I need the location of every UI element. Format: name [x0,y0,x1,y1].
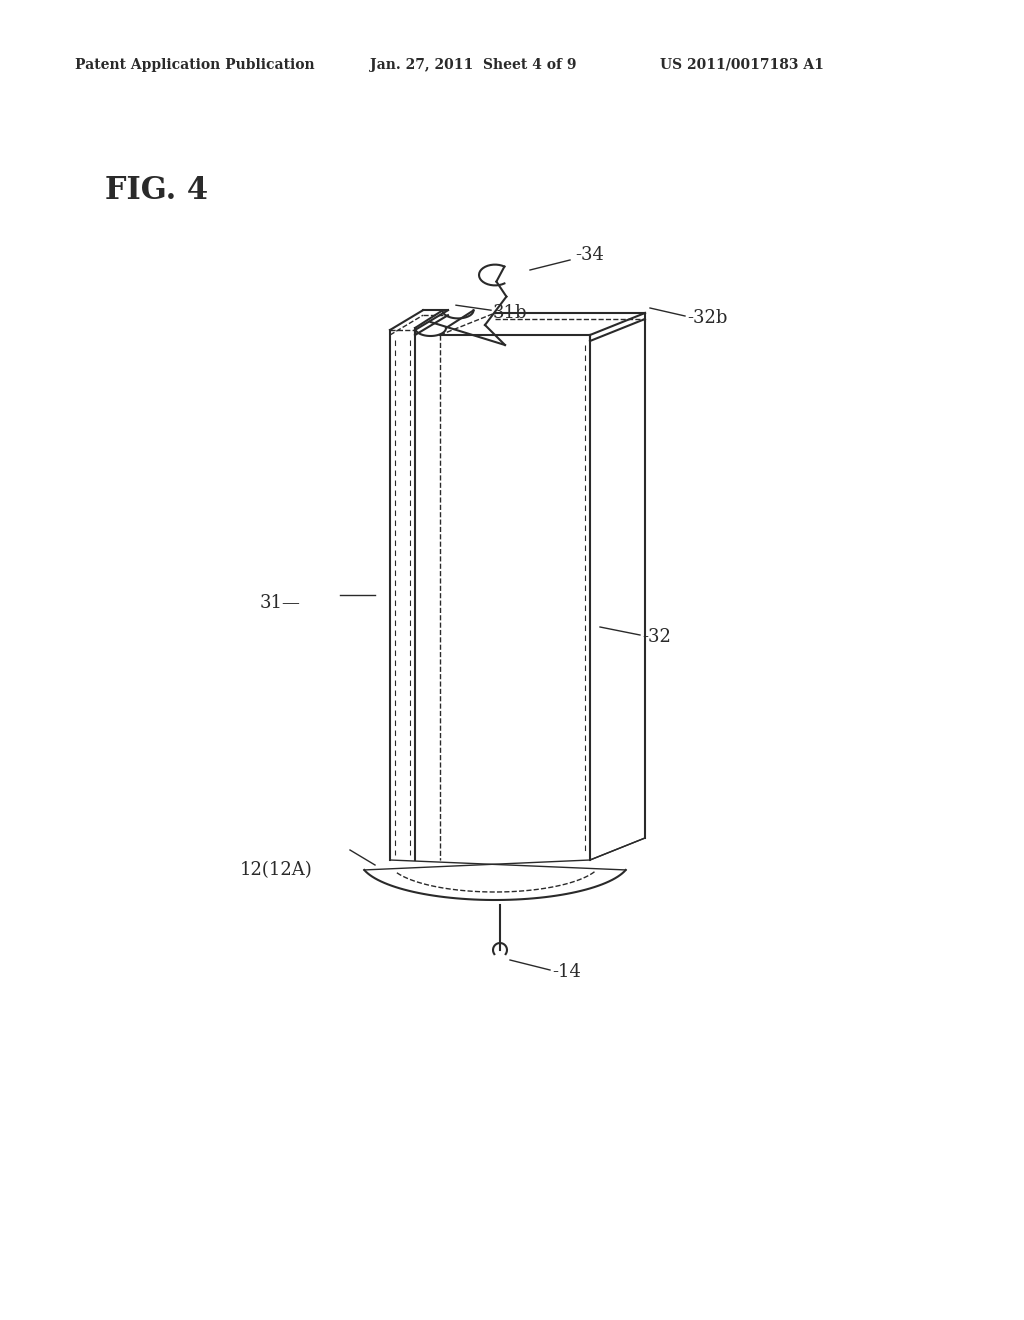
Text: -32: -32 [642,628,671,645]
Text: -32b: -32b [687,309,727,327]
Text: US 2011/0017183 A1: US 2011/0017183 A1 [660,58,824,73]
Text: Jan. 27, 2011  Sheet 4 of 9: Jan. 27, 2011 Sheet 4 of 9 [370,58,577,73]
Text: 12(12A): 12(12A) [240,861,312,879]
Text: -14: -14 [552,964,581,981]
Text: Patent Application Publication: Patent Application Publication [75,58,314,73]
Text: FIG. 4: FIG. 4 [105,176,208,206]
Text: 31—: 31— [260,594,301,612]
Text: -34: -34 [575,246,604,264]
Text: 31b: 31b [493,304,527,322]
